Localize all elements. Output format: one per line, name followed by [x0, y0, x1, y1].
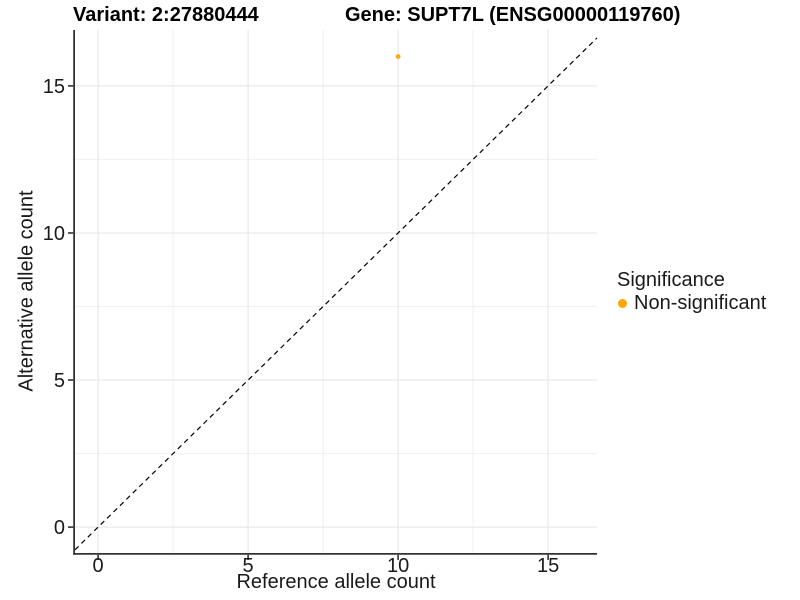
point-icon: [618, 299, 627, 308]
x-tick-label: 5: [243, 555, 254, 577]
y-tick-label: 5: [54, 370, 65, 392]
plot-title-gene: Gene: SUPT7L (ENSG00000119760): [345, 4, 681, 26]
legend-item-non-significant: Non-significant: [617, 292, 766, 315]
y-tick-label: 0: [54, 517, 65, 539]
legend-title: Significance: [617, 269, 725, 291]
y-tick-label: 10: [43, 223, 65, 245]
legend: Significance Non-significant: [617, 269, 766, 315]
identity-line: [74, 37, 598, 551]
x-tick-label: 10: [387, 555, 409, 577]
x-tick-label: 0: [93, 555, 104, 577]
x-axis-title: Reference allele count: [236, 571, 436, 593]
plot-title-variant: Variant: 2:27880444: [73, 4, 259, 26]
x-tick-label: 15: [537, 555, 559, 577]
y-tick-label: 15: [43, 76, 65, 98]
data-point: [395, 54, 401, 59]
legend-item-label: Non-significant: [634, 292, 767, 314]
y-axis-title: Alternative allele count: [15, 190, 38, 392]
